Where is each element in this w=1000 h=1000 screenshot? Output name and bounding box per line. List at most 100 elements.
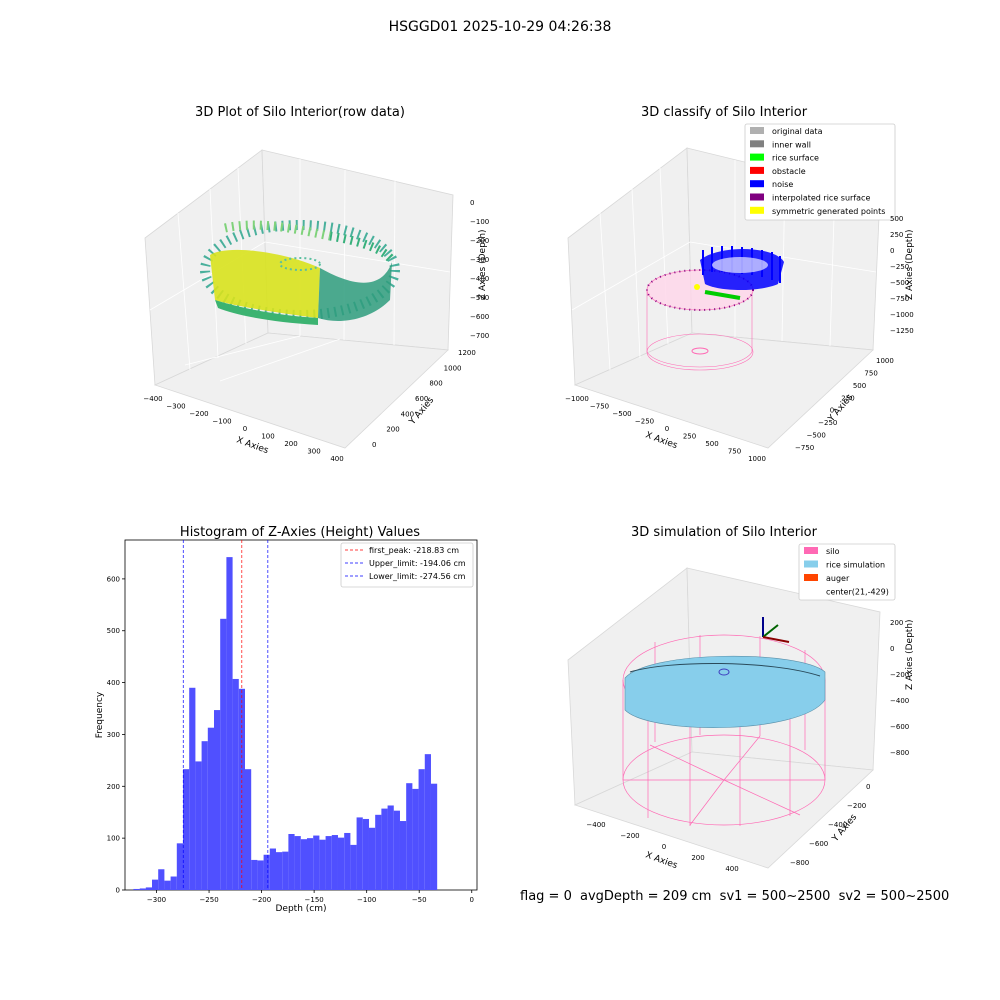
raw-z-tick-1: −100 [470, 218, 489, 226]
histogram-legend: first_peak: -218.83 cm Upper_limit: -194.… [340, 542, 474, 588]
histogram-legend-label-2: Lower_limit: -274.56 cm [369, 572, 466, 581]
histogram-y-axis: 0 100 200 300 400 500 600 [107, 575, 125, 895]
simulation-y-tick-3: −200 [847, 802, 866, 810]
histogram-bar [275, 852, 283, 890]
classify-point-cloud [646, 246, 784, 371]
histogram-legend-label-0: first_peak: -218.83 cm [369, 546, 459, 555]
simulation-legend-label-0: silo [826, 547, 840, 556]
classify-x-tick-4: 0 [665, 425, 669, 433]
histogram-bar [189, 687, 196, 890]
classify-z-tick-0: 500 [890, 215, 903, 223]
histogram-bars [133, 557, 438, 890]
histogram-bar [344, 832, 351, 890]
classify-z-tick-3: −250 [890, 263, 909, 271]
histogram-bar [406, 783, 413, 890]
histogram-y-axis-label: Frequency [95, 691, 105, 738]
raw-x-tick-6: 200 [284, 440, 297, 448]
simulation-y-tick-4: 0 [866, 783, 870, 791]
histogram-y-tick-label: 0 [116, 887, 120, 895]
simulation-x-tick-1: −200 [620, 832, 639, 840]
histogram-bar [393, 810, 400, 890]
histogram-bar [430, 783, 438, 890]
classify-z-tick-labels: 500 250 0 −250 −500 −750 −1000 −1250 [890, 215, 914, 335]
raw-x-tick-2: −200 [189, 410, 208, 418]
classify-y-tick-7: 1000 [876, 357, 894, 365]
histogram-bar [251, 859, 258, 890]
classify-legend-label-5: interpolated rice surface [772, 194, 870, 203]
histogram-bar [325, 836, 332, 890]
histogram-x-tick-label: −200 [252, 896, 271, 904]
histogram-bar [399, 821, 407, 890]
simulation-z-tick-1: 0 [890, 645, 894, 653]
classify-x-tick-0: −1000 [565, 395, 589, 403]
classify-legend-label-1: inner wall [772, 140, 811, 149]
histogram-bar [170, 876, 177, 890]
histogram-bar [220, 618, 227, 890]
classify-legend-label-4: noise [772, 180, 793, 189]
classify-legend-label-6: symmetric generated points [772, 207, 885, 216]
classify-x-tick-3: −250 [635, 418, 654, 426]
classify-y-tick-0: −750 [795, 444, 814, 452]
raw-z-axis-label: Z Axies (Depth) [478, 229, 488, 300]
raw-3d-panel: 3D Plot of Silo Interior(row data) −400−… [143, 105, 489, 463]
histogram-bar [412, 788, 419, 890]
histogram-bar [238, 688, 245, 890]
simulation-z-axis-label: Z Axies (Depth) [905, 619, 915, 690]
histogram-bar [226, 557, 233, 890]
classify-y-tick-5: 500 [853, 382, 866, 390]
histogram-bar [201, 741, 208, 890]
histogram-bar [313, 835, 320, 890]
histogram-x-tick-label: −300 [147, 896, 166, 904]
histogram-x-tick-label: −50 [412, 896, 427, 904]
histogram-bar [269, 848, 276, 890]
raw-x-tick-7: 300 [307, 448, 320, 456]
histogram-bar [375, 814, 382, 890]
histogram-bar [331, 835, 338, 890]
histogram-bar [418, 769, 425, 890]
classify-x-axis-label: X Axies [644, 430, 679, 451]
raw-y-tick-2: 400 [401, 410, 414, 418]
raw-y-tick-3: 600 [415, 395, 428, 403]
classify-legend-swatch-1 [750, 140, 764, 148]
classify-legend-swatch-2 [750, 153, 764, 161]
histogram-title: Histogram of Z-Axies (Height) Values [180, 525, 420, 540]
classify-legend-label-0: original data [772, 127, 823, 136]
histogram-bar [213, 710, 221, 890]
histogram-y-tick-label: 200 [107, 783, 120, 791]
classify-legend: original data inner wall rice surface obsta… [744, 123, 896, 221]
histogram-bar [350, 844, 357, 890]
simulation-x-axis-label: X Axies [644, 850, 679, 871]
classify-y-tick-3: 0 [830, 407, 834, 415]
classify-y-tick-2: −250 [818, 419, 837, 427]
raw-y-tick-1: 200 [386, 426, 399, 434]
simulation-legend-label-1: rice simulation [826, 561, 885, 570]
histogram-y-tick-label: 500 [107, 627, 120, 635]
raw-z-tick-6: −600 [470, 313, 489, 321]
histogram-bar [139, 888, 146, 890]
classify-z-tick-2: 0 [890, 247, 894, 255]
raw-y-tick-5: 1000 [444, 364, 462, 372]
raw-x-tick-8: 400 [330, 455, 343, 463]
classify-z-tick-1: 250 [890, 231, 903, 239]
histogram-y-tick-label: 600 [107, 575, 120, 583]
histogram-x-tick-label: 0 [470, 896, 474, 904]
simulation-x-tick-2: 0 [662, 843, 666, 851]
classify-x-tick-7: 750 [728, 448, 741, 456]
classify-legend-swatch-0 [750, 127, 764, 134]
histogram-x-axis-label: Depth (cm) [275, 904, 326, 914]
simulation-z-tick-0: 200 [890, 619, 903, 627]
histogram-bar [152, 879, 159, 890]
simulation-legend-swatch-2 [804, 574, 818, 581]
simulation-legend-swatch-1 [804, 560, 818, 568]
histogram-bar [300, 839, 307, 890]
histogram-bar [158, 869, 165, 890]
classify-z-tick-5: −750 [890, 295, 909, 303]
classify-x-tick-2: −500 [612, 410, 631, 418]
histogram-x-tick-label: −100 [357, 896, 376, 904]
raw-x-tick-0: −400 [143, 395, 162, 403]
classify-panel-title: 3D classify of Silo Interior [641, 105, 808, 120]
simulation-panel-title: 3D simulation of Silo Interior [631, 525, 818, 540]
histogram-panel: Histogram of Z-Axies (Height) Values −30… [95, 525, 478, 914]
histogram-bar [195, 761, 202, 890]
classify-legend-swatch-3 [750, 166, 764, 174]
